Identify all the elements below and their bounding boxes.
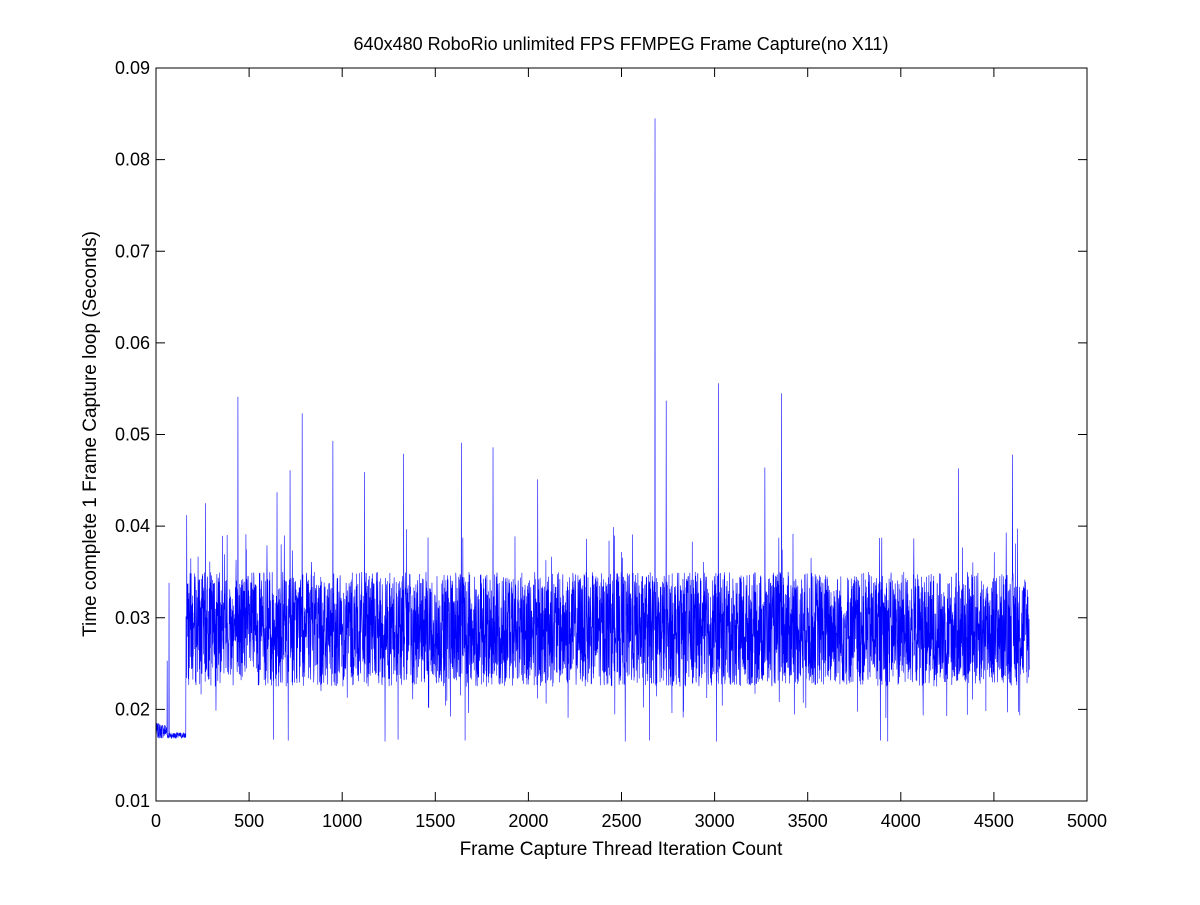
y-tick-label: 0.03 <box>115 608 150 628</box>
y-tick-label: 0.02 <box>115 699 150 719</box>
x-tick-label: 0 <box>151 811 161 831</box>
x-tick-label: 5000 <box>1067 811 1107 831</box>
chart-title: 640x480 RoboRio unlimited FPS FFMPEG Fra… <box>354 34 889 54</box>
x-tick-label: 2000 <box>508 811 548 831</box>
y-tick-label: 0.09 <box>115 58 150 78</box>
x-tick-label: 1500 <box>415 811 455 831</box>
y-tick-label: 0.04 <box>115 516 150 536</box>
x-tick-label: 3500 <box>788 811 828 831</box>
tick-layer: 0 500 1000 1500 2000 2500 3000 3500 4000 4500 5000… <box>115 58 1107 831</box>
y-axis-label: Time complete 1 Frame Capture loop (Seco… <box>80 231 101 637</box>
y-tick-label: 0.08 <box>115 150 150 170</box>
series-line <box>155 118 1030 742</box>
y-tick-label: 0.07 <box>115 241 150 261</box>
x-tick-label: 1000 <box>322 811 362 831</box>
series-layer <box>155 118 1030 742</box>
y-tick-label: 0.06 <box>115 333 150 353</box>
x-tick-label: 2500 <box>601 811 641 831</box>
x-tick-label: 4500 <box>974 811 1014 831</box>
x-tick-label: 3000 <box>695 811 735 831</box>
x-tick-label: 4000 <box>881 811 921 831</box>
x-tick-label: 500 <box>234 811 264 831</box>
x-axis-label: Frame Capture Thread Iteration Count <box>460 839 784 860</box>
y-tick-label: 0.01 <box>115 791 150 811</box>
y-tick-label: 0.05 <box>115 425 150 445</box>
axes-background <box>156 68 1087 801</box>
